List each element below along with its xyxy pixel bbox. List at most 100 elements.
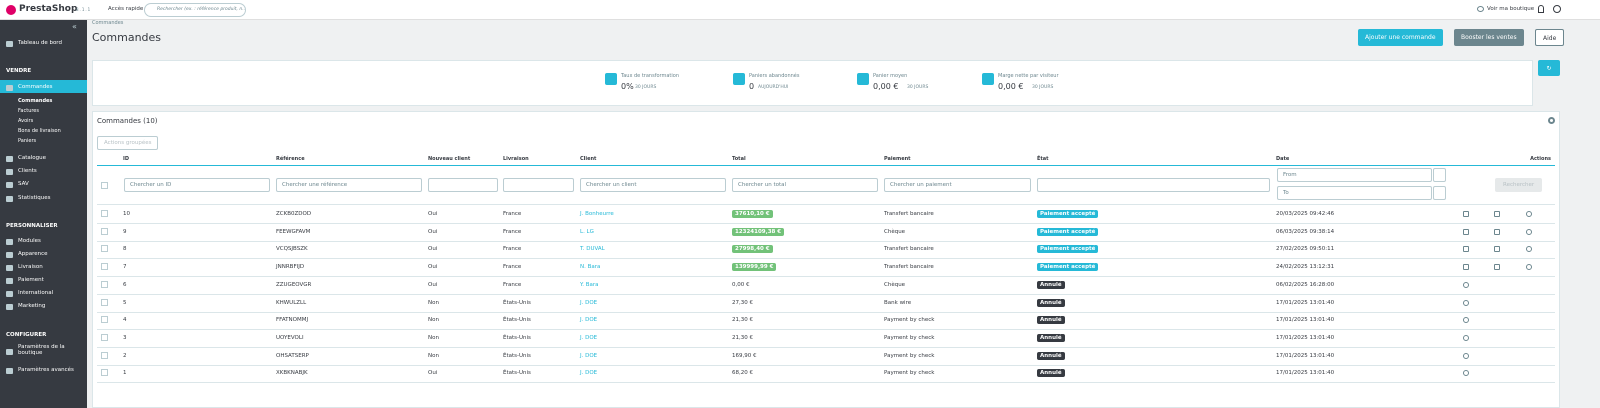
print-action[interactable] xyxy=(1463,228,1469,235)
menu-item[interactable]: Statistiques xyxy=(18,195,51,201)
checkbox[interactable] xyxy=(101,280,108,288)
menu-item[interactable]: Paramètres avancés xyxy=(18,367,74,373)
checkbox[interactable] xyxy=(101,210,108,217)
delivery-action[interactable] xyxy=(1494,211,1500,217)
column-header[interactable]: Client xyxy=(580,156,597,162)
cell-client[interactable]: L. LG xyxy=(580,228,594,235)
submenu-item[interactable]: Avoirs xyxy=(18,118,34,124)
boost-button[interactable]: Booster les ventes xyxy=(1454,29,1524,46)
column-header[interactable]: ID xyxy=(123,156,130,162)
help-button[interactable]: Aide xyxy=(1535,29,1565,46)
filter-input[interactable]: Chercher une référence xyxy=(276,178,422,192)
settings-icon[interactable] xyxy=(1548,117,1555,124)
checkbox[interactable] xyxy=(101,227,108,235)
column-header[interactable]: Total xyxy=(732,156,746,162)
delivery-action[interactable] xyxy=(1494,246,1500,253)
menu-item[interactable]: Catalogue xyxy=(18,155,46,161)
view-action[interactable] xyxy=(1463,317,1469,324)
notifications[interactable] xyxy=(1538,5,1544,13)
checkbox[interactable] xyxy=(101,351,108,359)
menu-item[interactable]: Clients xyxy=(18,168,37,174)
collapse[interactable]: « xyxy=(72,22,77,31)
cell-client[interactable]: J. DOE xyxy=(580,299,598,306)
print-action[interactable] xyxy=(1463,211,1469,217)
menu-item[interactable]: Paramètres de la boutique xyxy=(18,344,65,356)
filter-input[interactable]: Chercher un client xyxy=(580,178,726,192)
checkbox[interactable] xyxy=(101,369,108,377)
cell-client[interactable]: Y. Bara xyxy=(580,281,599,288)
calendar[interactable] xyxy=(1433,186,1446,200)
breadcrumb[interactable]: Commandes xyxy=(92,20,124,26)
cell-client[interactable]: J. DOE xyxy=(580,317,598,324)
menu-item[interactable]: International xyxy=(18,290,54,296)
view-shop[interactable]: Voir ma boutique xyxy=(1487,6,1535,12)
view-action[interactable] xyxy=(1526,246,1532,253)
column-header[interactable]: Actions xyxy=(1530,156,1551,162)
column-header[interactable]: Date xyxy=(1276,156,1290,162)
filter-input[interactable]: Chercher un total xyxy=(732,178,878,192)
print-action[interactable] xyxy=(1463,246,1469,253)
view-action[interactable] xyxy=(1463,281,1469,288)
delivery-action[interactable] xyxy=(1494,228,1500,235)
quick-access[interactable]: Accès rapide xyxy=(108,6,144,12)
bulk-actions[interactable]: Actions groupées xyxy=(97,136,159,150)
checkbox[interactable] xyxy=(101,263,108,271)
menu-item[interactable]: Commandes xyxy=(18,84,53,90)
view-action[interactable] xyxy=(1463,370,1469,377)
checkbox[interactable] xyxy=(101,316,108,324)
submenu-item[interactable]: Commandes xyxy=(18,98,53,104)
cell-state: Annulé xyxy=(1037,369,1065,378)
filter-input[interactable]: From xyxy=(1277,168,1432,182)
calendar[interactable] xyxy=(1433,168,1446,182)
column-header[interactable]: Paiement xyxy=(884,156,911,162)
view-action[interactable] xyxy=(1463,299,1469,306)
view-action[interactable] xyxy=(1526,211,1532,217)
menu-item[interactable]: Livraison xyxy=(18,264,43,270)
column-header[interactable]: Référence xyxy=(276,156,305,162)
filter-select[interactable] xyxy=(503,178,574,192)
menu-item[interactable]: Apparence xyxy=(18,251,48,257)
search-button[interactable]: Rechercher xyxy=(1495,178,1543,192)
menu-item[interactable]: SAV xyxy=(18,181,29,187)
cell-payment: Transfert bancaire xyxy=(884,211,934,217)
submenu-item[interactable]: Paniers xyxy=(18,138,37,144)
refresh-button[interactable]: ↻ xyxy=(1538,60,1560,76)
search-input[interactable]: Rechercher (ex. : référence produit, n..… xyxy=(144,3,246,17)
cell-client[interactable]: J. DOE xyxy=(580,370,598,377)
checkbox[interactable] xyxy=(101,245,108,253)
checkbox[interactable] xyxy=(101,298,108,306)
column-header[interactable]: Livraison xyxy=(503,156,529,162)
column-header[interactable]: Nouveau client xyxy=(428,156,471,162)
view-action[interactable] xyxy=(1526,228,1532,235)
view-action[interactable] xyxy=(1463,334,1469,341)
add-order-button[interactable]: Ajouter une commande xyxy=(1358,29,1443,46)
filter-input[interactable]: Chercher un paiement xyxy=(884,178,1031,192)
menu-item[interactable]: Paiement xyxy=(18,277,44,283)
cell-client[interactable]: J. DOE xyxy=(580,352,598,359)
menu-item[interactable]: Tableau de bord xyxy=(18,40,62,46)
filter-select[interactable] xyxy=(1037,178,1270,192)
column-header[interactable]: État xyxy=(1037,156,1049,162)
cell-client[interactable]: J. Bonheurre xyxy=(580,211,614,217)
cell-total: 21,30 € xyxy=(732,317,753,324)
view-action[interactable] xyxy=(1526,264,1532,271)
cell-client[interactable]: N. Bara xyxy=(580,264,601,271)
menu-item[interactable]: Modules xyxy=(18,238,41,244)
print-action[interactable] xyxy=(1463,264,1469,271)
menu-item[interactable]: Marketing xyxy=(18,303,46,309)
kpi-label: Panier moyen xyxy=(873,73,908,79)
filter-input[interactable]: Chercher un ID xyxy=(124,178,270,192)
cell-client[interactable]: J. DOE xyxy=(580,334,598,341)
delivery-action[interactable] xyxy=(1494,264,1500,271)
checkbox[interactable] xyxy=(101,333,108,341)
submenu-item[interactable]: Bons de livraison xyxy=(18,128,61,134)
filter-select[interactable] xyxy=(428,178,498,192)
logo[interactable]: PrestaShop xyxy=(19,4,78,14)
submenu-item[interactable]: Factures xyxy=(18,108,39,114)
view-action[interactable] xyxy=(1463,352,1469,359)
profile[interactable] xyxy=(1553,5,1561,13)
kpi-panel: Taux de transformation 0% 30 JOURS Paniers … xyxy=(92,60,1533,106)
icon xyxy=(6,265,13,271)
filter-input[interactable]: To xyxy=(1277,186,1432,200)
cell-client[interactable]: T. DUVAL xyxy=(580,246,605,253)
